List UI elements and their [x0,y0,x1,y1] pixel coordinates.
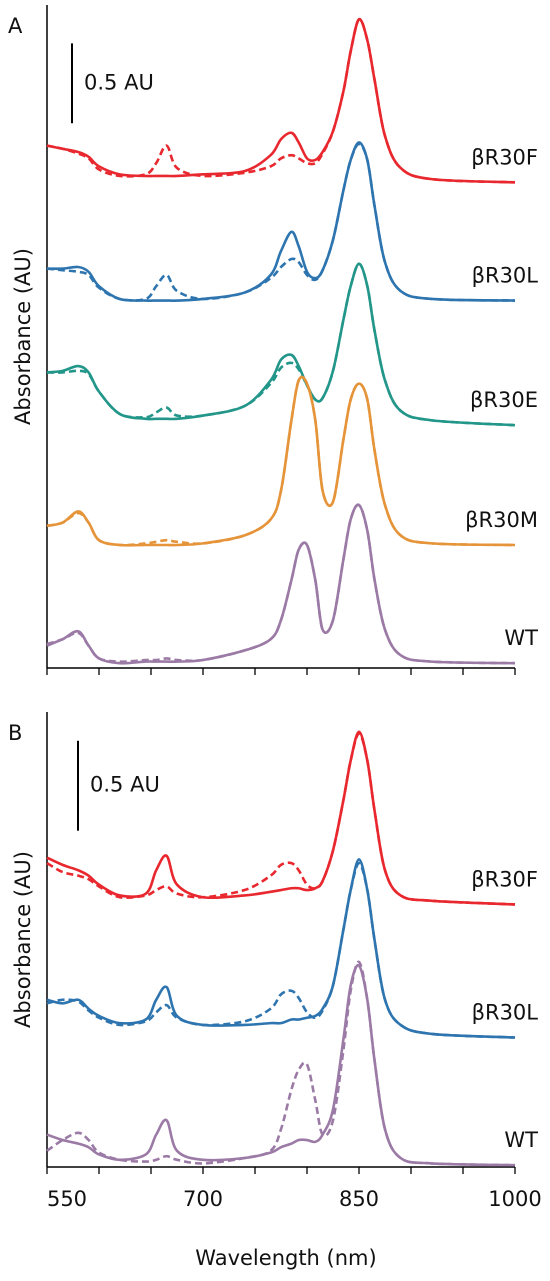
x-axis-label: Wavelength (nm) [195,1246,376,1270]
spectrum-line [46,18,516,184]
x-tick-label: 1000 [488,1187,541,1211]
series-label: WT [504,1128,538,1152]
spectrum-line [46,375,516,547]
y-axis-label: Absorbance (AU) [11,248,35,425]
series-label: βR30L [472,264,539,288]
spectrum-dashed-line [46,960,516,1167]
series-label: WT [504,626,538,650]
spectrum-dashed-line [46,262,516,427]
panel-label: A [8,14,23,38]
spectrum-line [46,262,516,427]
spectrum-line [46,858,516,1039]
x-tick-label: 700 [183,1187,223,1211]
y-axis-label: Absorbance (AU) [11,851,35,1028]
spectrum-line [46,141,516,302]
scale-bar-label: 0.5 AU [84,70,154,94]
spectrum-dashed-line [46,732,516,906]
spectrum-dashed-line [46,375,516,547]
x-tick-label: 850 [339,1187,379,1211]
x-tick-label: 550 [47,1187,87,1211]
scale-bar-label: 0.5 AU [90,773,160,797]
spectrum-line [46,963,516,1167]
spectrum-dashed-line [46,142,516,302]
panel-label: B [8,721,22,745]
spectrum-dashed-line [46,503,516,665]
spectrum-line [46,503,516,665]
series-label: βR30F [471,867,538,891]
series-label: βR30F [471,145,538,169]
spectrum-line [46,730,516,906]
spectrum-dashed-line [46,18,516,184]
series-label: βR30M [465,508,538,532]
series-label: βR30L [472,1001,539,1025]
series-label: βR30E [470,388,538,412]
